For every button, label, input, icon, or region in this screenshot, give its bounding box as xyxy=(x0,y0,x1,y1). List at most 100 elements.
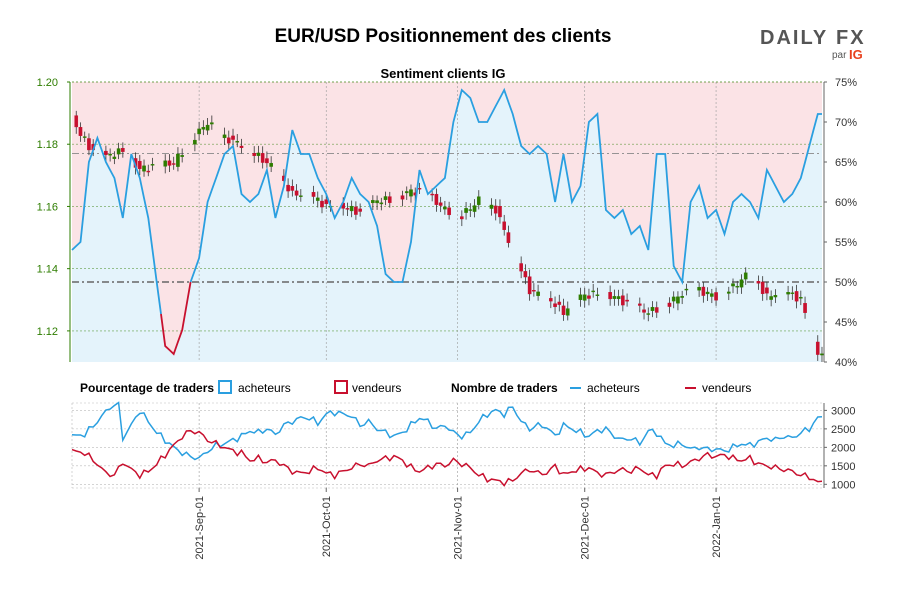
candle-down xyxy=(400,195,405,200)
right-tick-label: 65% xyxy=(835,157,857,169)
candle-up xyxy=(375,200,379,204)
candle-up xyxy=(404,191,409,194)
candle-down xyxy=(387,196,392,203)
candle-down xyxy=(137,160,142,169)
candle-up xyxy=(697,287,701,291)
candle-up xyxy=(235,140,240,143)
date-tick-label: 2021-Nov-01 xyxy=(453,496,465,560)
count-tick-label: 3000 xyxy=(831,405,855,417)
candle-up xyxy=(616,296,621,300)
candle-up xyxy=(108,153,112,156)
candle-up xyxy=(349,205,354,212)
candle-up xyxy=(582,294,587,301)
candle-down xyxy=(345,208,350,210)
legend-pct-sellers: vendeurs xyxy=(352,381,401,395)
bottom-gridlines xyxy=(71,402,822,489)
candle-down xyxy=(290,186,295,191)
candle-up xyxy=(201,127,206,130)
candle-down xyxy=(74,115,79,128)
sentiment-line-sellers xyxy=(160,281,192,356)
candle-down xyxy=(587,295,591,299)
candle-up xyxy=(799,297,803,299)
candle-down xyxy=(506,232,511,243)
right-tick-label: 40% xyxy=(835,357,857,369)
logo-par: par xyxy=(832,50,847,61)
price-candles xyxy=(74,110,824,363)
candle-up xyxy=(820,353,824,356)
candle-down xyxy=(430,193,434,196)
candle-down xyxy=(625,299,629,302)
sentiment-line-buyers xyxy=(71,135,162,315)
candle-down xyxy=(146,170,151,173)
candle-up xyxy=(565,308,570,316)
legend: Pourcentage de traders acheteurs vendeur… xyxy=(80,380,751,395)
candle-up xyxy=(299,195,303,197)
candle-up xyxy=(371,200,375,204)
candle-down xyxy=(527,276,532,295)
legend-pct-buyers-swatch xyxy=(218,380,232,394)
candle-down xyxy=(667,302,672,307)
candle-down xyxy=(523,271,528,278)
candle-up xyxy=(650,306,655,311)
candle-up xyxy=(256,152,261,156)
candle-up xyxy=(680,296,684,298)
logo-brand-right: FX xyxy=(836,27,866,49)
candle-up xyxy=(769,296,773,300)
candle-up xyxy=(315,197,320,201)
trader-count-panel: 3000 2500 2000 1500 1000 2021-Sep-01 2021-Oct-… xyxy=(71,401,855,560)
logo-ig: IG xyxy=(849,47,863,62)
candle-up xyxy=(150,164,155,166)
date-tick-label: 2021-Sep-01 xyxy=(194,496,206,560)
candle-up xyxy=(705,291,710,295)
candle-up xyxy=(595,294,600,296)
candle-up xyxy=(489,204,494,209)
candle-down xyxy=(239,145,244,148)
candle-down xyxy=(231,135,235,140)
legend-count-heading: Nombre de traders xyxy=(451,381,558,395)
candle-down xyxy=(167,160,172,166)
candle-down xyxy=(226,137,231,144)
candle-up xyxy=(180,155,184,157)
candle-up xyxy=(197,128,201,135)
candle-down xyxy=(803,303,807,313)
main-price-panel: 1.20 1.18 1.16 1.14 1.12 75% 70% 65% 60% 55% 50% 45… xyxy=(37,77,858,369)
candle-up xyxy=(193,139,197,145)
trader-count-lines xyxy=(71,401,823,487)
candle-down xyxy=(78,127,83,136)
candle-up xyxy=(82,136,87,138)
candle-up xyxy=(739,279,744,288)
main-axes: 1.20 1.18 1.16 1.14 1.12 75% 70% 65% 60% 55% 50% 45… xyxy=(37,77,858,369)
count-tick-label: 1500 xyxy=(831,461,855,473)
date-tick-label: 2022-Jan-01 xyxy=(711,496,723,558)
candle-down xyxy=(498,206,502,218)
candle-down xyxy=(701,286,706,296)
candle-down xyxy=(121,148,125,152)
candle-down xyxy=(756,281,761,284)
left-tick-label: 1.12 xyxy=(37,326,58,338)
count-tick-label: 1000 xyxy=(831,479,855,491)
candle-up xyxy=(116,148,121,155)
right-tick-label: 75% xyxy=(835,77,857,89)
candle-down xyxy=(286,184,290,192)
count-tick-label: 2000 xyxy=(831,442,855,454)
candle-down xyxy=(447,207,451,216)
reference-lines xyxy=(72,153,822,283)
candle-down xyxy=(171,163,176,165)
candle-down xyxy=(532,290,536,292)
candle-down xyxy=(642,309,646,313)
date-tick-label: 2021-Dec-01 xyxy=(580,496,592,560)
candle-down xyxy=(260,153,265,163)
candle-down xyxy=(765,287,769,294)
count-line-sellers xyxy=(71,429,823,487)
candle-down xyxy=(637,303,642,306)
candle-down xyxy=(493,205,498,214)
right-tick-label: 45% xyxy=(835,317,857,329)
left-tick-label: 1.14 xyxy=(37,264,58,276)
candle-down xyxy=(561,305,566,316)
count-line-buyers xyxy=(71,401,823,461)
candle-up xyxy=(443,206,447,210)
candle-up xyxy=(269,162,273,167)
candle-up xyxy=(205,124,210,131)
candle-up xyxy=(726,291,731,294)
candle-down xyxy=(519,263,523,272)
